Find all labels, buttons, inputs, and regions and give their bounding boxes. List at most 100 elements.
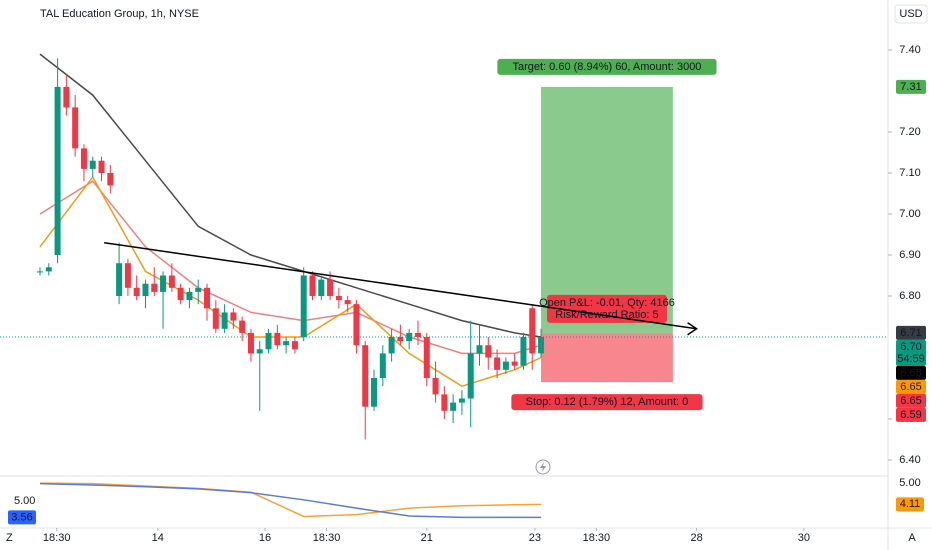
- candle-body: [221, 312, 228, 329]
- y-tick-label: 7.40: [899, 44, 920, 56]
- stop-label-box: [511, 394, 703, 411]
- candle-body: [256, 349, 263, 354]
- candle-body: [432, 378, 439, 395]
- target-zone: [541, 86, 673, 333]
- candle-body: [494, 357, 501, 370]
- x-tick-label: 28: [690, 532, 702, 544]
- indicator-badge-label: 4.11: [900, 498, 921, 510]
- candle-body: [318, 279, 325, 296]
- price-badge-label: 6.65: [900, 381, 921, 393]
- candle-body: [344, 300, 351, 305]
- candle-body: [371, 378, 378, 407]
- y-tick-label: 7.00: [899, 208, 920, 220]
- candle-body: [520, 337, 527, 366]
- x-tick-label: 21: [421, 532, 433, 544]
- stop-label: Stop: 0.12 (1.79%) 12, Amount: 0: [526, 396, 689, 408]
- candle-body: [406, 332, 413, 342]
- candle-body: [388, 337, 395, 354]
- candle-body: [538, 337, 545, 354]
- target-label-box: [497, 58, 717, 75]
- candle-body: [72, 107, 79, 149]
- y-tick-label: 7.10: [899, 167, 920, 179]
- candle-body: [283, 341, 290, 346]
- trendline-arrow: [687, 322, 698, 336]
- price-badge: [896, 407, 926, 422]
- candle-body: [116, 263, 123, 296]
- price-badge-label: 7.31: [900, 81, 921, 93]
- indicator-badge-label: 3.56: [11, 511, 32, 523]
- y-tick-label: 7.20: [899, 126, 920, 138]
- x-tick-label: 18:30: [43, 532, 71, 544]
- candle-body: [397, 337, 404, 342]
- currency[interactable]: USD: [899, 8, 922, 20]
- candle-body: [476, 345, 483, 354]
- candle-body: [204, 287, 211, 309]
- candle-body: [511, 361, 518, 366]
- indicator-line: [39, 482, 542, 518]
- candle-body: [177, 287, 184, 301]
- price-badge: [896, 393, 926, 408]
- candle-body: [151, 283, 158, 292]
- candle-body: [485, 345, 492, 358]
- x-tick-label: 18:30: [313, 532, 341, 544]
- chart-title: TAL Education Group, 1h, NYSE: [40, 8, 199, 20]
- candle-body: [265, 332, 272, 350]
- candle-body: [124, 263, 131, 288]
- candle-body: [54, 86, 61, 256]
- panel-mark[interactable]: Z: [6, 532, 13, 544]
- y-tick-label: 6.80: [899, 290, 920, 302]
- candle-body: [195, 287, 202, 292]
- scale-mode[interactable]: A: [908, 532, 916, 544]
- price-badge-label: 6.70: [900, 341, 921, 353]
- indicator-tick-label: 5.00: [899, 477, 920, 489]
- candle-body: [300, 275, 307, 337]
- pnl-label: Open P&L: -0.01, Qty: 4166: [539, 297, 675, 309]
- candle-body: [353, 304, 360, 346]
- price-badge: [896, 339, 926, 366]
- indicator-left-label: 5.00: [14, 495, 35, 507]
- candle-body: [142, 283, 149, 296]
- price-badge-label: 6.71: [900, 327, 921, 339]
- x-tick-label: 30: [798, 532, 810, 544]
- y-tick-label: 6.40: [899, 454, 920, 466]
- candle-body: [45, 267, 52, 272]
- candle-body: [212, 308, 219, 329]
- candle-body: [458, 398, 465, 403]
- target-label: Target: 0.60 (8.94%) 60, Amount: 3000: [512, 61, 701, 73]
- candle-body: [414, 332, 421, 337]
- candle-body: [335, 296, 342, 301]
- x-tick-label: 14: [152, 532, 164, 544]
- candle-body: [80, 148, 87, 169]
- candle-body: [98, 160, 105, 173]
- x-tick-label: 16: [259, 532, 271, 544]
- candle-body: [37, 271, 43, 273]
- candle-body: [168, 275, 175, 288]
- candle-body: [529, 308, 536, 354]
- currency-box[interactable]: [894, 4, 928, 24]
- candle-body: [160, 275, 167, 292]
- candle-body: [107, 173, 114, 186]
- candle-body: [274, 332, 281, 346]
- price-badge: [896, 365, 926, 380]
- price-badge: [896, 325, 926, 340]
- candle-body: [423, 337, 430, 378]
- lightning-icon[interactable]: [535, 459, 551, 475]
- candle-body: [309, 275, 316, 296]
- candle-body: [467, 353, 474, 399]
- price-badge-timer: 54:59: [897, 353, 925, 365]
- candle-body: [133, 287, 140, 296]
- candle-body: [186, 291, 193, 301]
- price-badge-label: 6.59: [900, 409, 921, 421]
- candle-body: [230, 312, 237, 321]
- candle-body: [327, 279, 334, 296]
- candle-body: [63, 86, 70, 108]
- candle-body: [441, 394, 448, 411]
- candle-body: [450, 402, 457, 411]
- pnl-box: [546, 294, 667, 323]
- indicator-badge: [896, 497, 924, 512]
- candle-body: [89, 160, 96, 169]
- x-tick-label: 18:30: [583, 532, 611, 544]
- x-tick-label: 23: [529, 532, 541, 544]
